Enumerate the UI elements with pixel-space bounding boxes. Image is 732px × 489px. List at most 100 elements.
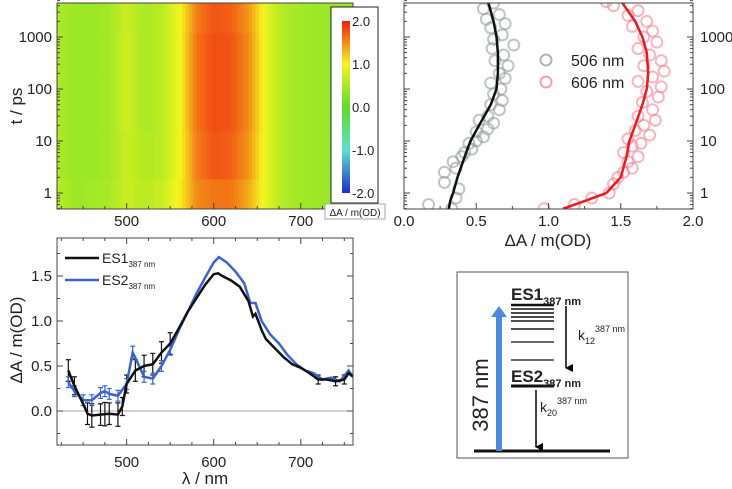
energy-diagram: 387 nm ES1387 nm ES2387 nm k12387 nm k20… (456, 271, 629, 459)
heatmap-cell (130, 32, 135, 80)
heatmap-cell (255, 3, 260, 33)
data-point-606-nm (654, 54, 668, 68)
data-point-606-nm (568, 198, 582, 209)
heatmap-cell (189, 130, 194, 180)
data-point-606-nm (654, 80, 668, 94)
heatmap-cell (227, 32, 232, 80)
heatmap-cell (67, 178, 72, 209)
heatmap-cell (140, 178, 145, 209)
heatmap-cell (272, 78, 277, 132)
heatmap-cell (119, 178, 124, 209)
legend-label-es1: ES1387 nm (102, 250, 155, 269)
heatmap-cell (81, 32, 86, 80)
heatmap-cell (217, 3, 222, 33)
heatmap-cell (175, 178, 180, 209)
colorbar-tick-label: -1.0 (352, 143, 374, 158)
heatmap-cell (109, 32, 114, 80)
heatmap-cell (164, 130, 169, 180)
heatmap-cell (81, 78, 86, 132)
heatmap-cell (63, 178, 68, 209)
heatmap-cell (189, 78, 194, 132)
heatmap-cell (161, 32, 166, 80)
heatmap-cell (293, 32, 298, 80)
y-tick-label: 1000 (19, 29, 52, 46)
heatmap-cell (67, 78, 72, 132)
heatmap-cell (74, 178, 79, 209)
heatmap-cell (171, 3, 176, 33)
heatmap-cell (283, 78, 288, 132)
diagram-frame (456, 271, 629, 459)
heatmap-cell (279, 130, 284, 180)
heatmap-cell (321, 78, 326, 132)
heatmap-cell (119, 3, 124, 33)
y-tick-label: 0.5 (31, 358, 52, 375)
heatmap-cell (262, 32, 267, 80)
heatmap-cell (245, 78, 250, 132)
data-point-506-nm (492, 8, 506, 22)
heatmap-cell (67, 32, 72, 80)
heatmap-cell (57, 3, 61, 33)
heatmap-cell (245, 178, 250, 209)
heatmap-cell (279, 3, 284, 33)
heatmap-cell (241, 32, 246, 80)
colorbar-tick-label: 1.0 (352, 57, 370, 72)
heatmap-cell (300, 178, 305, 209)
x-tick-label: 700 (288, 213, 313, 230)
heatmap-cell (297, 32, 302, 80)
data-point-606-nm (585, 191, 599, 205)
heatmap-cell (81, 3, 86, 33)
data-point-606-nm (617, 146, 631, 160)
data-point-606-nm (657, 64, 671, 78)
heatmap-cell (70, 130, 75, 180)
heatmap-cell (238, 178, 243, 209)
heatmap-cell (164, 32, 169, 80)
legend-marker-606 (539, 75, 553, 89)
heatmap-cell (189, 3, 194, 33)
heatmap-cell (95, 3, 100, 33)
heatmap-cell (109, 130, 114, 180)
legend-label-es2: ES2387 nm (102, 272, 155, 291)
heatmap-cell (171, 78, 176, 132)
heatmap-cell (154, 130, 159, 180)
heatmap-panel: 500 600 700 1 10 100 1000 t / ps 2.0 1.0 0.0 -1.0… (7, 0, 386, 230)
heatmap-cell (91, 178, 96, 209)
heatmap-cell (133, 178, 138, 209)
data-point-606-nm (631, 150, 645, 164)
heatmap-cell (192, 78, 197, 132)
heatmap-cell (154, 78, 159, 132)
heatmap-cell (245, 32, 250, 80)
heatmap-cell (293, 3, 298, 33)
heatmap-cell (88, 130, 93, 180)
heatmap-cell (262, 130, 267, 180)
heatmap-cell (258, 130, 263, 180)
heatmap-cell (196, 130, 201, 180)
heatmap-cell (171, 178, 176, 209)
heatmap-cell (74, 3, 79, 33)
heatmap-cell (109, 178, 114, 209)
heatmap-cell (252, 78, 256, 132)
heatmap-cell (283, 32, 288, 80)
heatmap-cell (283, 3, 288, 33)
heatmap-cell (112, 32, 117, 80)
heatmap-cell (227, 78, 232, 132)
heatmap-cell (175, 32, 180, 80)
heatmap-cell (123, 3, 128, 33)
heatmap-cell (130, 3, 135, 33)
heatmap-cell (307, 130, 312, 180)
heatmap-cell (199, 78, 204, 132)
heatmap-cell (269, 178, 274, 209)
heatmap-cell (70, 78, 75, 132)
x-tick-label: 0.5 (466, 213, 487, 230)
heatmap-cell (224, 78, 229, 132)
colorbar-label: ΔA / m(OD) (329, 208, 380, 219)
heatmap-cell (234, 78, 239, 132)
x-tick-label: 1.5 (610, 213, 631, 230)
spectra-axes: 500 600 700 0.0 0.5 1.0 1.5 (31, 238, 353, 471)
heatmap-cell (265, 78, 270, 132)
heatmap-cell (286, 130, 291, 180)
data-point-606-nm (637, 59, 651, 73)
heatmap-cell (157, 32, 162, 80)
heatmap-cell (189, 178, 194, 209)
heatmap-cell (311, 78, 316, 132)
heatmap-cell (164, 3, 169, 33)
